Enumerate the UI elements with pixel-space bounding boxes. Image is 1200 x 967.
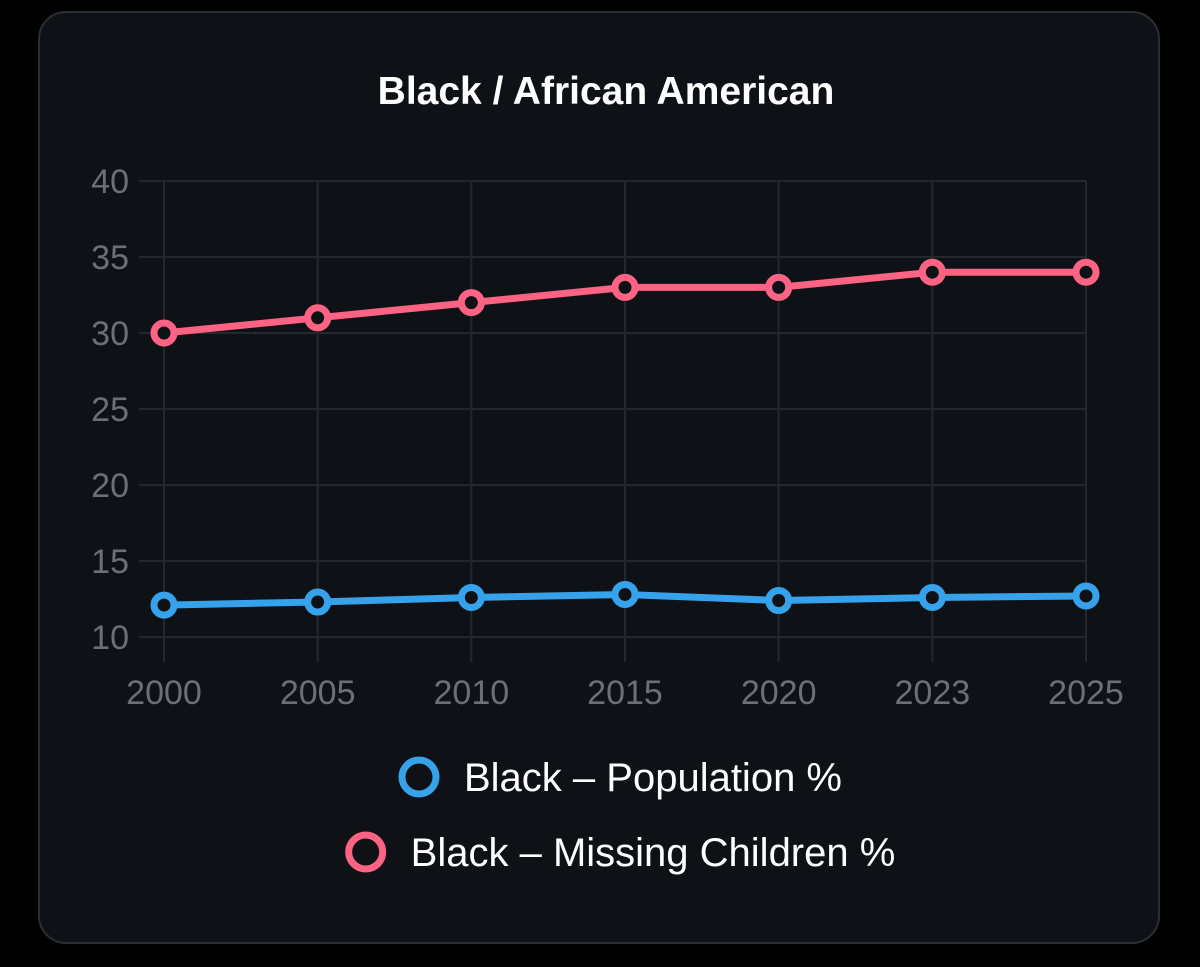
x-tick-label: 2005 (280, 674, 356, 712)
legend-marker (345, 831, 387, 873)
legend[interactable]: Black – Population % Black – Missing Chil… (345, 756, 896, 875)
legend-marker (398, 756, 440, 798)
legend-item-1[interactable]: Black – Missing Children % (345, 831, 896, 875)
legend-item-0[interactable]: Black – Population % (398, 756, 842, 800)
data-point[interactable] (611, 580, 639, 608)
data-point[interactable] (457, 583, 485, 611)
y-tick-label: 40 (91, 163, 129, 201)
y-tick-label: 35 (91, 239, 129, 277)
chart-card (38, 11, 1160, 944)
y-tick-label: 30 (91, 315, 129, 353)
x-tick-label: 2023 (895, 674, 971, 712)
x-tick-label: 2000 (126, 674, 202, 712)
data-point[interactable] (304, 304, 332, 332)
x-tick-label: 2015 (587, 674, 663, 712)
y-tick-label: 25 (91, 391, 129, 429)
data-point[interactable] (150, 319, 178, 347)
y-tick-label: 20 (91, 467, 129, 505)
data-point[interactable] (611, 273, 639, 301)
data-point[interactable] (765, 273, 793, 301)
data-point[interactable] (150, 591, 178, 619)
legend-label: Black – Missing Children % (411, 831, 896, 875)
data-point[interactable] (765, 587, 793, 615)
chart-title: Black / African American (378, 70, 835, 113)
data-point[interactable] (304, 588, 332, 616)
x-axis-ticks: 2000 2005 2010 2015 2020 2023 2025 (126, 674, 1124, 712)
data-point[interactable] (918, 583, 946, 611)
legend-label: Black – Population % (464, 756, 842, 800)
y-tick-label: 15 (91, 543, 129, 581)
data-point[interactable] (1072, 582, 1100, 610)
data-point[interactable] (918, 258, 946, 286)
x-tick-label: 2020 (741, 674, 817, 712)
data-point[interactable] (457, 289, 485, 317)
y-tick-label: 10 (91, 619, 129, 657)
data-series (150, 258, 1100, 619)
x-tick-label: 2010 (434, 674, 510, 712)
data-point[interactable] (1072, 258, 1100, 286)
x-tick-label: 2025 (1048, 674, 1124, 712)
y-axis-ticks: 10 15 20 25 30 35 40 (91, 163, 129, 657)
